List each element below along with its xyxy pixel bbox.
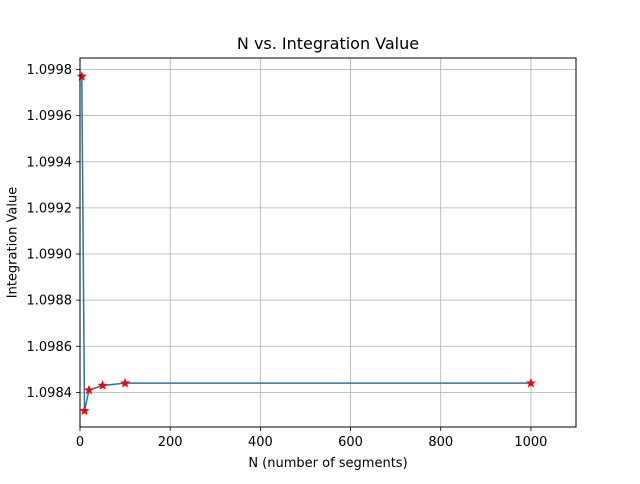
data-point-marker	[79, 405, 90, 416]
x-tick-label: 600	[338, 435, 363, 450]
data-point-marker	[120, 377, 131, 388]
data-point-marker	[76, 71, 87, 81]
y-tick-label: 1.0984	[27, 386, 73, 401]
data-point-marker	[97, 380, 108, 390]
x-tick-label: 1000	[514, 435, 547, 450]
ticks: 0 200 400 600 800 1000 1.0984 1.0986 1.0988 1.099…	[27, 63, 548, 450]
x-axis-title: N (number of segments)	[248, 456, 407, 471]
x-tick-label: 0	[76, 435, 84, 450]
y-tick-label: 1.0986	[27, 340, 73, 355]
x-tick-label: 800	[428, 435, 453, 450]
chart-title: N vs. Integration Value	[237, 34, 419, 53]
data-point-marker	[83, 384, 95, 395]
y-tick-label: 1.0992	[27, 201, 73, 216]
grid	[79, 58, 576, 427]
axes-frame	[79, 57, 577, 428]
series-line	[81, 76, 531, 412]
y-tick-label: 1.0990	[27, 248, 73, 263]
y-tick-label: 1.0988	[27, 294, 73, 309]
y-tick-label: 1.0996	[27, 109, 73, 124]
series-layer	[76, 71, 536, 416]
y-tick-label: 1.0998	[27, 63, 73, 78]
x-tick-label: 200	[158, 435, 183, 450]
x-tick-label: 400	[248, 435, 273, 450]
data-point-marker	[525, 377, 536, 388]
y-axis-title: Integration Value	[6, 187, 21, 298]
y-tick-label: 1.0994	[27, 155, 73, 170]
